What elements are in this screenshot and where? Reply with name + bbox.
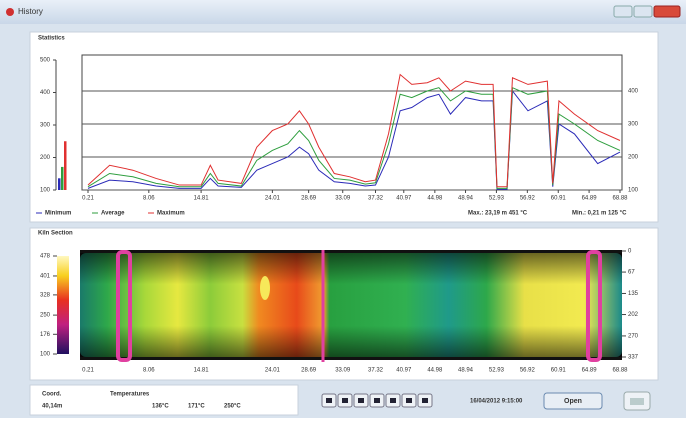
playback-glyph bbox=[422, 398, 428, 403]
x-tick-label: 40.97 bbox=[396, 368, 412, 374]
x-tick-label: 8.06 bbox=[143, 196, 155, 202]
playback-glyph bbox=[374, 398, 380, 403]
x-tick-label: 64.89 bbox=[582, 368, 598, 374]
angle-label: 337 bbox=[628, 355, 639, 361]
playback-controls bbox=[322, 394, 432, 407]
y-tick-label: 300 bbox=[628, 122, 639, 128]
coord-value: 40,14m bbox=[42, 404, 62, 410]
angle-label: 67 bbox=[628, 270, 635, 276]
x-tick-label: 48.94 bbox=[458, 368, 474, 374]
colorbar-label: 100 bbox=[40, 352, 51, 358]
x-tick-label: 40.97 bbox=[396, 196, 412, 202]
plot-area bbox=[82, 55, 622, 190]
x-tick-label: 56.92 bbox=[520, 368, 536, 374]
x-tick-label: 24.01 bbox=[265, 368, 281, 374]
x-tick-label: 44.98 bbox=[427, 368, 443, 374]
colorbar-label: 176 bbox=[40, 332, 51, 338]
title-bar bbox=[0, 0, 686, 24]
history-window: History Statistics Kiln Section Coord. 4… bbox=[0, 0, 686, 418]
playback-glyph bbox=[390, 398, 396, 403]
legend-label: Average bbox=[101, 211, 125, 217]
x-tick-label: 14.81 bbox=[194, 196, 210, 202]
angle-label: 135 bbox=[628, 291, 639, 297]
x-tick-label: 24.01 bbox=[265, 196, 281, 202]
coord-label: Coord. bbox=[42, 392, 62, 398]
y-tick-label: 200 bbox=[628, 155, 639, 161]
angle-label: 270 bbox=[628, 334, 639, 340]
open-label[interactable]: Open bbox=[564, 398, 582, 405]
legend-label: Minimum bbox=[45, 211, 71, 217]
mini-tick-label: 500 bbox=[40, 58, 51, 64]
panel-label: Kiln Section bbox=[38, 231, 73, 237]
kiln-shading bbox=[80, 253, 622, 357]
x-tick-label: 0.21 bbox=[82, 196, 94, 202]
colorbar-label: 401 bbox=[40, 274, 51, 280]
current-bar bbox=[64, 141, 67, 190]
colorbar bbox=[57, 256, 69, 354]
datetime: 16/04/2012 9:15:00 bbox=[470, 399, 523, 405]
x-tick-label: 28.69 bbox=[301, 368, 317, 374]
playback-glyph bbox=[406, 398, 412, 403]
temperature: 171°C bbox=[188, 404, 205, 410]
print-icon bbox=[630, 398, 644, 405]
colorbar-label: 478 bbox=[40, 254, 51, 260]
x-tick-label: 14.81 bbox=[194, 368, 210, 374]
x-tick-label: 0.21 bbox=[82, 368, 94, 374]
app-icon bbox=[6, 8, 14, 16]
colorbar-label: 250 bbox=[40, 313, 51, 319]
x-tick-label: 56.92 bbox=[520, 196, 536, 202]
playback-glyph bbox=[326, 398, 332, 403]
x-tick-label: 33.09 bbox=[335, 196, 351, 202]
temps-label: Temperatures bbox=[110, 392, 150, 398]
current-bar bbox=[61, 167, 64, 190]
legend-label: Maximum bbox=[157, 211, 185, 217]
y-tick-label: 100 bbox=[628, 188, 639, 194]
maximize-button[interactable] bbox=[634, 6, 652, 17]
current-bar bbox=[58, 178, 61, 190]
x-tick-label: 28.69 bbox=[301, 196, 317, 202]
close-button[interactable] bbox=[654, 6, 680, 17]
min-label: Min.: 0,21 m 125 °C bbox=[572, 211, 627, 217]
info-panel bbox=[30, 385, 298, 415]
y-tick-label: 400 bbox=[628, 89, 639, 95]
x-tick-label: 52.93 bbox=[489, 196, 505, 202]
mini-tick-label: 100 bbox=[40, 188, 51, 194]
x-tick-label: 60.91 bbox=[551, 368, 567, 374]
minimize-button[interactable] bbox=[614, 6, 632, 17]
x-tick-label: 44.98 bbox=[427, 196, 443, 202]
x-tick-label: 48.94 bbox=[458, 196, 474, 202]
window-title: History bbox=[18, 7, 43, 16]
max-label: Max.: 23,19 m 451 °C bbox=[468, 211, 528, 217]
colorbar-label: 328 bbox=[40, 292, 51, 298]
mini-tick-label: 400 bbox=[40, 90, 51, 96]
hot-spot bbox=[260, 276, 270, 300]
x-tick-label: 68.88 bbox=[612, 196, 628, 202]
temperature: 136°C bbox=[152, 404, 169, 410]
x-tick-label: 60.91 bbox=[551, 196, 567, 202]
playback-glyph bbox=[358, 398, 364, 403]
panel-label: Statistics bbox=[38, 36, 65, 42]
mini-tick-label: 300 bbox=[40, 123, 51, 129]
playback-glyph bbox=[342, 398, 348, 403]
angle-label: 202 bbox=[628, 312, 639, 318]
x-tick-label: 52.93 bbox=[489, 368, 505, 374]
x-tick-label: 64.89 bbox=[582, 196, 598, 202]
x-tick-label: 37.32 bbox=[368, 368, 384, 374]
x-tick-label: 68.88 bbox=[612, 368, 628, 374]
x-tick-label: 8.06 bbox=[143, 368, 155, 374]
x-tick-label: 33.09 bbox=[335, 368, 351, 374]
temperature: 250°C bbox=[224, 404, 241, 410]
x-tick-label: 37.32 bbox=[368, 196, 384, 202]
mini-tick-label: 200 bbox=[40, 155, 51, 161]
